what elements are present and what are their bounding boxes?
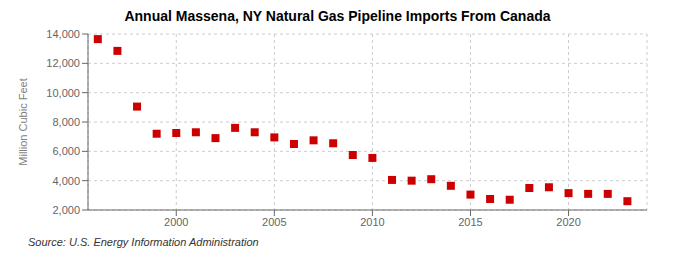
- svg-text:4,000: 4,000: [52, 175, 80, 187]
- svg-text:8,000: 8,000: [52, 116, 80, 128]
- svg-text:2,000: 2,000: [52, 204, 80, 216]
- svg-text:14,000: 14,000: [46, 28, 80, 40]
- svg-text:2005: 2005: [262, 216, 286, 228]
- svg-text:6,000: 6,000: [52, 145, 80, 157]
- svg-text:Million Cubic Feet: Million Cubic Feet: [17, 78, 29, 165]
- html-text:Source: U.S. Energy Informatio: Source: U.S. Energy Information Administ…: [28, 236, 259, 248]
- svg-text:2000: 2000: [164, 216, 188, 228]
- svg-text:2010: 2010: [360, 216, 384, 228]
- svg-text:2015: 2015: [458, 216, 482, 228]
- svg-text:2020: 2020: [556, 216, 580, 228]
- svg-text:12,000: 12,000: [46, 57, 80, 69]
- svg-text:10,000: 10,000: [46, 87, 80, 99]
- html-text:Annual Massena, NY Natural Gas: Annual Massena, NY Natural Gas Pipeline …: [124, 8, 551, 24]
